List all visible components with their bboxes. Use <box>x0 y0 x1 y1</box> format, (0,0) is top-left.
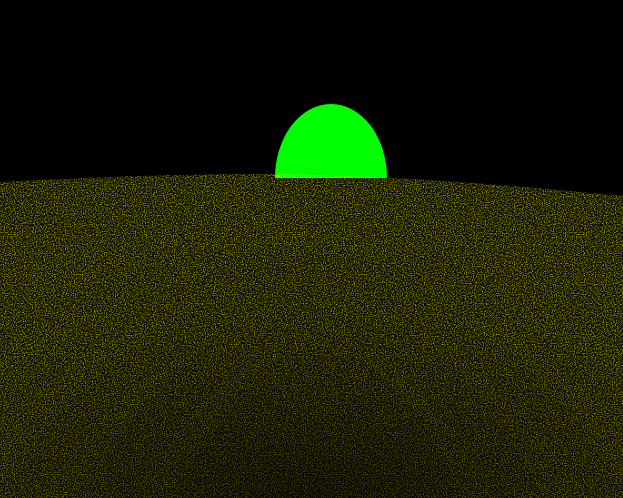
green-sun-shape <box>275 104 387 178</box>
ground-shading <box>0 250 623 498</box>
